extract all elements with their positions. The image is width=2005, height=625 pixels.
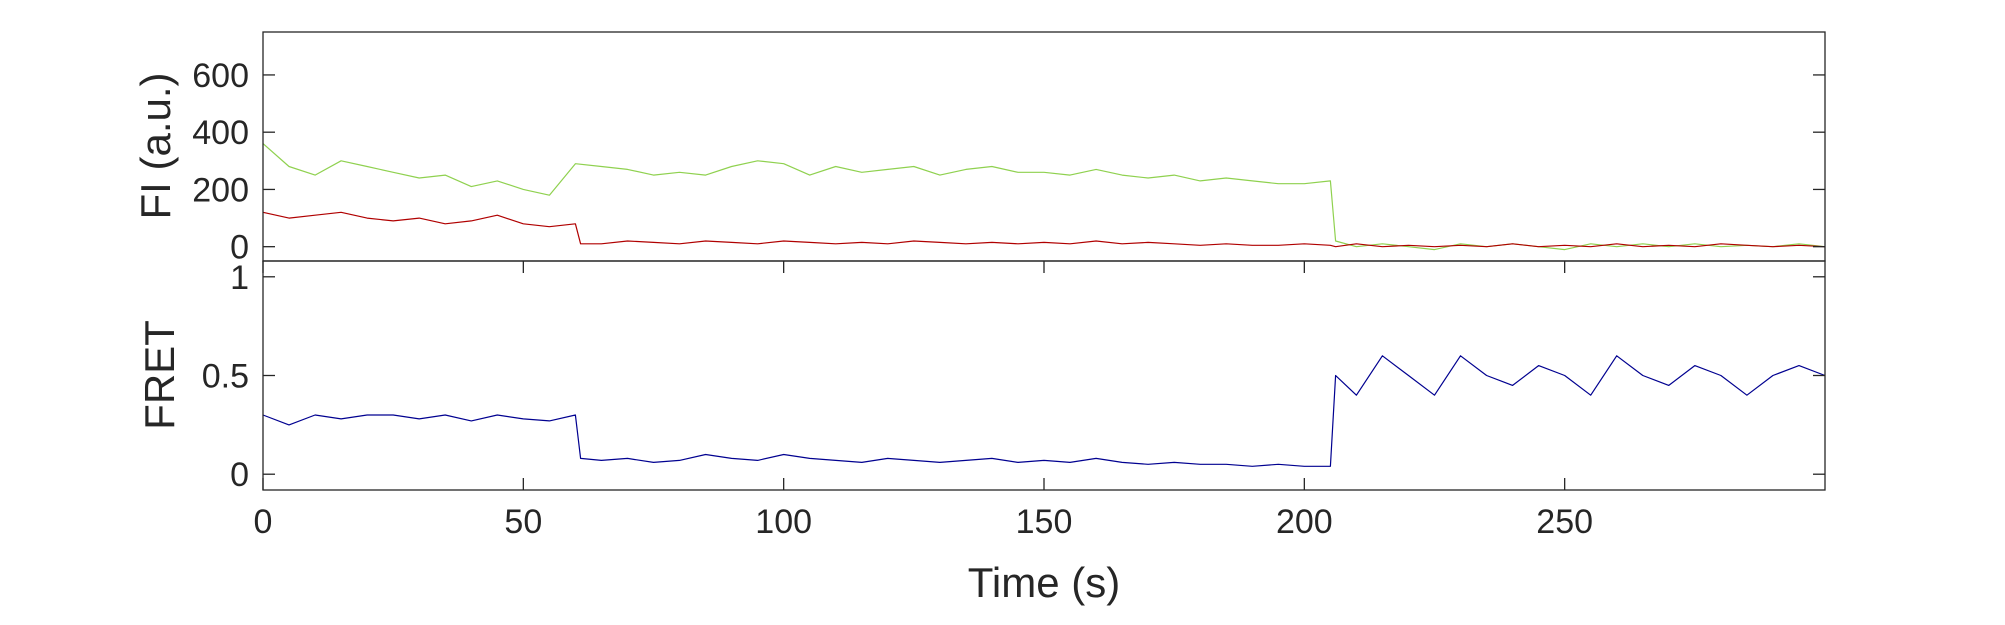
x-tick-label: 100 xyxy=(755,503,812,541)
x-tick-label: 250 xyxy=(1536,503,1593,541)
fluorescence-trace-1 xyxy=(262,143,1826,251)
fluorescence-ytick-label: 400 xyxy=(192,114,249,152)
fret-traces xyxy=(262,355,1826,467)
fluorescence-ytick-label: 0 xyxy=(230,229,249,267)
x-tick-label: 0 xyxy=(254,503,273,541)
fret-ytick-label: 0.5 xyxy=(202,358,249,396)
fluorescence-trace-2 xyxy=(262,211,1826,248)
fluorescence-panel: 0 200 400 600 FI (a.u.) xyxy=(132,31,1826,267)
x-tick-label: 50 xyxy=(504,503,542,541)
fret-y-axis-label: FRET xyxy=(136,320,183,430)
fret-ticks: 0 0.5 1 0 50 100 150 200 250 xyxy=(202,259,1825,541)
x-axis-label: Time (s) xyxy=(968,559,1120,606)
fluorescence-ytick-label: 600 xyxy=(192,57,249,95)
fret-ytick-label: 1 xyxy=(230,259,249,297)
fret-ytick-label: 0 xyxy=(230,456,249,494)
fluorescence-y-ticks: 0 200 400 600 xyxy=(192,57,1825,267)
fluorescence-y-axis-label: FI (a.u.) xyxy=(132,72,179,219)
x-tick-label: 200 xyxy=(1276,503,1333,541)
fret-trace-1 xyxy=(262,355,1826,467)
fluorescence-ytick-label: 200 xyxy=(192,171,249,209)
fluorescence-traces xyxy=(262,143,1826,251)
x-tick-label: 150 xyxy=(1016,503,1073,541)
fret-panel: 0 0.5 1 0 50 100 150 200 250 FRET Time (s) xyxy=(136,259,1826,606)
